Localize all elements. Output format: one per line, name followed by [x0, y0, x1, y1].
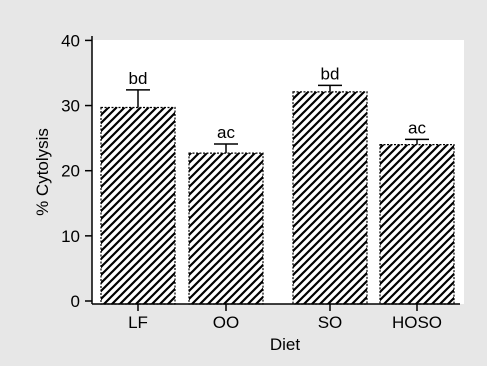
y-tick-label: 20: [61, 162, 80, 181]
y-tick-label: 30: [61, 97, 80, 116]
x-tick-label: HOSO: [392, 313, 442, 332]
significance-label: ac: [408, 118, 426, 137]
bars: bd ac bd ac: [100, 64, 455, 305]
significance-label: bd: [321, 64, 340, 83]
x-axis-label: Diet: [270, 335, 301, 354]
y-axis: 0 10 20 30 40: [61, 31, 93, 311]
y-tick-label: 0: [71, 292, 80, 311]
bar-lf: [100, 106, 176, 305]
significance-label: ac: [217, 123, 235, 142]
x-tick-label: LF: [128, 313, 148, 332]
bar-hoso: [379, 144, 455, 305]
x-axis: LF OO SO HOSO: [92, 303, 460, 332]
y-tick-label: 10: [61, 227, 80, 246]
y-axis-label: % Cytolysis: [33, 128, 52, 216]
significance-label: bd: [129, 69, 148, 88]
x-tick-label: OO: [213, 313, 239, 332]
bar-oo: [188, 152, 264, 305]
x-tick-label: SO: [318, 313, 343, 332]
bar-so: [292, 91, 368, 305]
y-tick-label: 40: [61, 31, 80, 50]
